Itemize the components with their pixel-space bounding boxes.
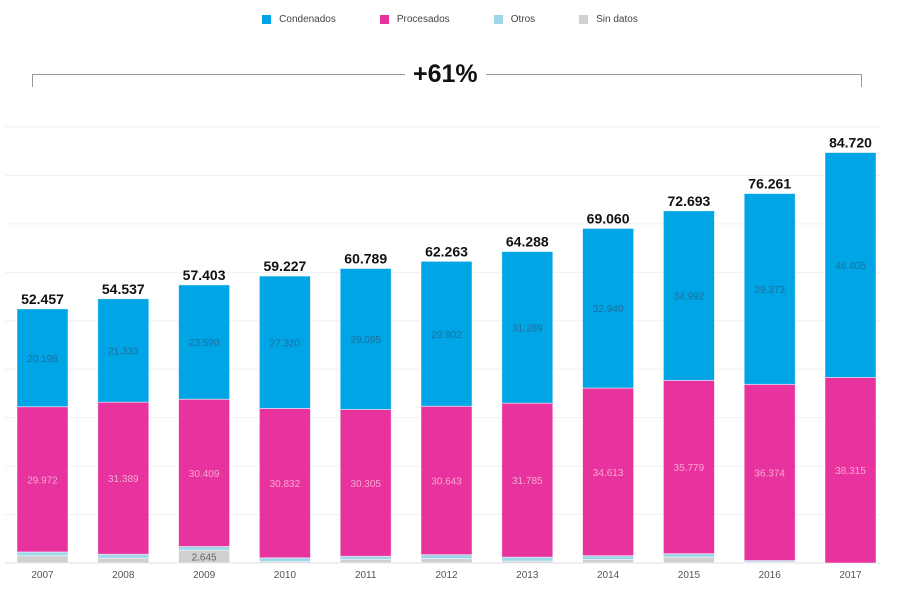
bar-segment-condenados <box>501 251 554 404</box>
x-tick-label: 2007 <box>31 570 54 581</box>
segment-label: 34.992 <box>674 292 705 303</box>
bar-segment-otros <box>97 553 150 559</box>
total-label: 76.261 <box>748 176 791 192</box>
total-label: 62.263 <box>425 243 468 259</box>
segment-label: 21.333 <box>108 346 139 357</box>
legend-label: Procesados <box>396 14 450 25</box>
x-tick-label: 2016 <box>759 570 782 581</box>
bar-segment-otros <box>501 556 554 562</box>
bar-segment-sin-datos <box>420 558 473 564</box>
legend-swatch <box>379 15 389 24</box>
legend-item-procesados[interactable]: Procesados <box>379 14 450 25</box>
legend-label: Sin datos <box>596 14 638 25</box>
bar-segment-sin-datos <box>97 557 150 564</box>
legend-swatch <box>262 15 272 24</box>
segment-label: 36.374 <box>754 468 785 479</box>
segment-label: 34.613 <box>593 468 624 479</box>
segment-label: 20.198 <box>27 354 58 365</box>
bar-segment-condenados <box>97 298 150 403</box>
total-label: 69.060 <box>587 210 630 226</box>
bar-segment-procesados <box>420 405 473 556</box>
segment-label: 29.902 <box>431 330 462 341</box>
bar-segment-condenados <box>16 308 69 408</box>
bar-segment-procesados <box>824 376 877 564</box>
segment-label: 31.289 <box>512 323 543 334</box>
segment-label: 27.320 <box>270 338 301 349</box>
segment-label: 39.373 <box>754 285 785 296</box>
segment-label: 31.389 <box>108 474 139 485</box>
bar-segment-otros <box>663 553 715 558</box>
bar-segment-otros <box>178 546 231 551</box>
total-label: 60.789 <box>344 251 387 267</box>
segment-label: 30.643 <box>431 476 462 487</box>
bar-segment-condenados <box>824 152 877 378</box>
bar-segment-procesados <box>339 409 392 557</box>
bar-segment-procesados <box>178 398 231 547</box>
segment-label: 38.315 <box>835 466 866 477</box>
x-tick-label: 2008 <box>112 570 135 581</box>
segment-label: 31.785 <box>512 476 543 487</box>
bar-segment-procesados <box>16 406 69 553</box>
bar-segment-otros <box>16 551 69 557</box>
bar-segment-procesados <box>97 401 150 555</box>
segment-label: 46.405 <box>835 261 866 272</box>
bar-segment-procesados <box>258 408 311 559</box>
total-label: 54.537 <box>102 281 145 297</box>
bar-segment-otros <box>420 554 473 560</box>
legend-item-condenados[interactable]: Condenados <box>262 14 336 25</box>
segment-label: 35.779 <box>674 463 705 474</box>
total-label: 57.403 <box>183 267 226 283</box>
bar-segment-condenados <box>420 260 473 407</box>
x-tick-label: 2011 <box>355 570 377 581</box>
bar-segment-procesados <box>501 402 554 558</box>
segment-label: 2.645 <box>192 553 217 564</box>
legend-label: Condenados <box>279 14 336 25</box>
total-label: 84.720 <box>829 135 872 151</box>
legend-label: Otros <box>510 14 536 25</box>
x-tick-label: 2009 <box>193 570 216 581</box>
bar-segment-condenados <box>178 284 231 400</box>
legend-swatch <box>579 15 589 24</box>
segment-label: 30.832 <box>270 479 301 490</box>
bar-segment-otros <box>258 557 311 562</box>
total-label: 64.288 <box>506 234 549 250</box>
bar-segment-otros <box>339 555 392 561</box>
bar-segment-sin-datos <box>16 555 69 564</box>
bar-segment-condenados <box>258 275 311 409</box>
x-tick-label: 2017 <box>839 570 862 581</box>
bar-segment-condenados <box>743 193 796 385</box>
x-tick-label: 2014 <box>597 570 620 581</box>
bar-segment-sin-datos <box>582 559 634 564</box>
x-tick-label: 2010 <box>274 570 297 581</box>
x-tick-label: 2013 <box>516 570 539 581</box>
bar-segment-condenados <box>339 268 392 410</box>
legend-item-sin-datos[interactable]: Sin datos <box>579 14 638 25</box>
segment-label: 32.940 <box>593 304 624 315</box>
bar-segment-procesados <box>743 383 796 561</box>
bar-segment-condenados <box>663 210 715 381</box>
bar-segment-otros <box>582 555 634 561</box>
total-label: 52.457 <box>21 291 64 307</box>
legend-swatch <box>493 15 503 24</box>
segment-label: 30.409 <box>189 469 220 480</box>
x-tick-label: 2015 <box>678 570 701 581</box>
bar-segment-sin-datos <box>339 559 392 564</box>
chart-legend: Condenados Procesados Otros Sin datos <box>0 14 900 25</box>
bar-segment-procesados <box>663 379 715 555</box>
bar-segment-condenados <box>582 228 634 389</box>
segment-label: 29.972 <box>27 475 58 486</box>
bar-segment-sin-datos <box>663 556 715 564</box>
x-tick-label: 2012 <box>435 570 458 581</box>
total-label: 72.693 <box>667 193 710 209</box>
legend-item-otros[interactable]: Otros <box>493 14 536 25</box>
bar-segment-procesados <box>582 387 634 557</box>
total-label: 59.227 <box>263 258 306 274</box>
segment-label: 23.590 <box>189 338 220 349</box>
growth-annotation: +61% <box>405 60 486 89</box>
segment-label: 30.305 <box>350 479 381 490</box>
segment-label: 29.095 <box>350 335 381 346</box>
